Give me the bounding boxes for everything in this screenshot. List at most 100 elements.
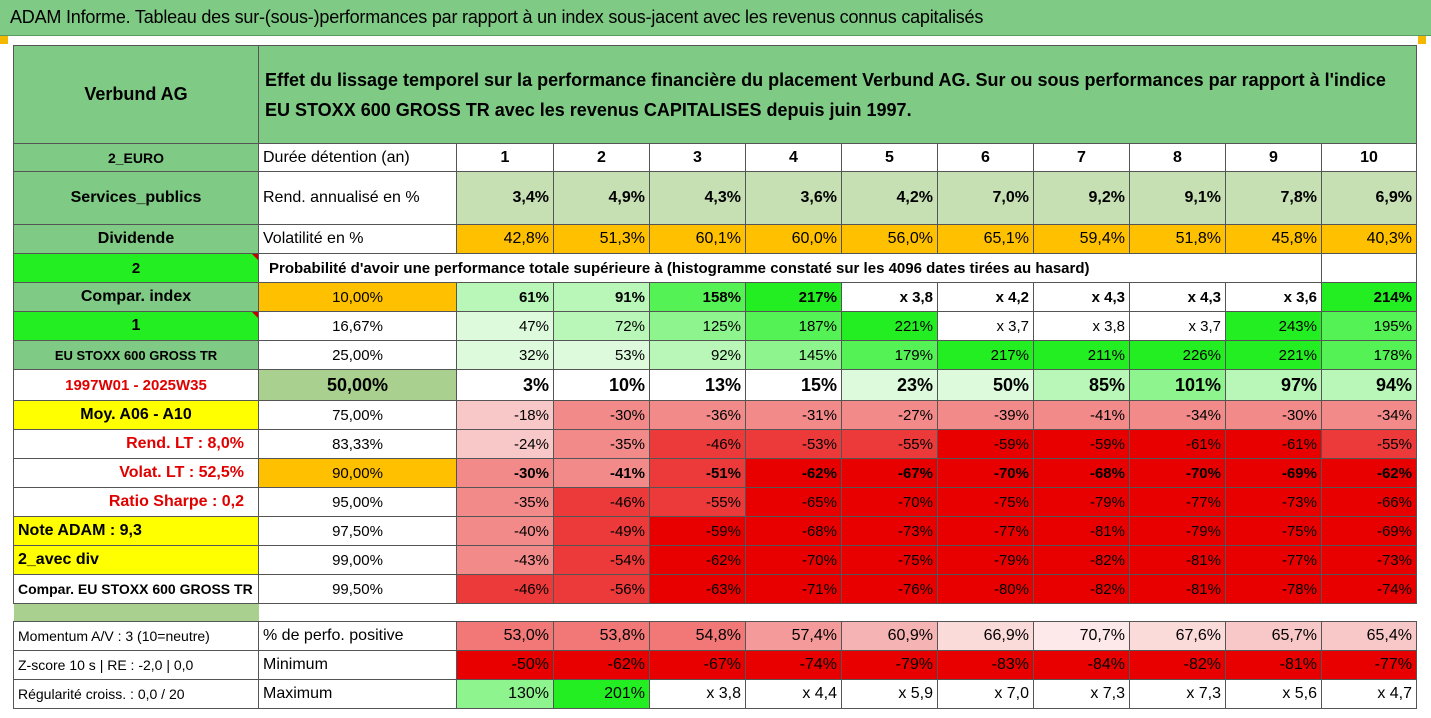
stat-value: 70,7% [1033, 621, 1130, 651]
grid-value: -70% [937, 458, 1034, 488]
volatility-value: 56,0% [841, 224, 938, 254]
grid-value: -69% [1225, 458, 1322, 488]
stat-label: Minimum [258, 650, 457, 680]
row-label: Rend. LT : 8,0% [13, 429, 259, 459]
grid-value: -61% [1225, 429, 1322, 459]
grid-value: -54% [553, 545, 650, 575]
quantile-pct: 99,50% [258, 574, 457, 604]
grid-value: 226% [1129, 340, 1226, 370]
grid-value: -59% [649, 516, 746, 546]
grid-value: -70% [1129, 458, 1226, 488]
stat-row: Momentum A/V : 3 (10=neutre)% de perfo. … [13, 621, 1417, 651]
grid-value: -41% [553, 458, 650, 488]
grid-value: -75% [1225, 516, 1322, 546]
stat-value: -81% [1225, 650, 1322, 680]
stat-value: x 5,9 [841, 679, 938, 709]
volatility-label: Volatilité en % [258, 224, 457, 254]
grid-value: -55% [1321, 429, 1417, 459]
grid-value: -77% [937, 516, 1034, 546]
volatility-value: 60,1% [649, 224, 746, 254]
quantile-pct: 16,67% [258, 311, 457, 341]
grid-value: -77% [1225, 545, 1322, 575]
grid-value: 92% [649, 340, 746, 370]
grid-value: 125% [649, 311, 746, 341]
sector-label: Services_publics [13, 171, 259, 225]
grid-value: 195% [1321, 311, 1417, 341]
grid-value: -30% [456, 458, 554, 488]
distribution-grid: Compar. index 10,00% 61% 91% 158% 217% x 3,8 x … [13, 282, 1417, 622]
grid-value: -35% [553, 429, 650, 459]
quantile-row: Volat. LT : 52,5% 90,00% -30% -41% -51% -62% -… [13, 458, 1417, 488]
grid-value: -73% [841, 516, 938, 546]
stat-value: 67,6% [1129, 621, 1226, 651]
quantile-pct: 10,00% [258, 282, 457, 312]
grid-value: 91% [553, 282, 650, 312]
duration-year-3: 3 [649, 143, 746, 172]
grid-value: 85% [1033, 369, 1130, 401]
quantile-pct: 83,33% [258, 429, 457, 459]
grid-value: -34% [1321, 400, 1417, 430]
grid-value: x 3,6 [1225, 282, 1322, 312]
grid-value: -71% [745, 574, 842, 604]
return-value: 3,6% [745, 171, 842, 225]
quantile-row: 1997W01 - 2025W35 50,00% 3% 10% 13% 15% 23% 50%… [13, 369, 1417, 401]
grid-value: 145% [745, 340, 842, 370]
duration-year-8: 8 [1129, 143, 1226, 172]
quantile-row: Note ADAM : 9,3 97,50% -40% -49% -59% -68% -73… [13, 516, 1417, 546]
currency-label: 2_EURO [13, 143, 259, 172]
grid-value: -27% [841, 400, 938, 430]
volatility-value: 42,8% [456, 224, 554, 254]
grid-value: -30% [553, 400, 650, 430]
stat-value: x 7,3 [1129, 679, 1226, 709]
probability-empty-cell [1321, 253, 1417, 283]
grid-value: 211% [1033, 340, 1130, 370]
statistics-block: Momentum A/V : 3 (10=neutre)% de perfo. … [13, 621, 1417, 709]
grid-value: -74% [1321, 574, 1417, 604]
stat-row: Régularité croiss. : 0,0 / 20 Maximum 130%… [13, 679, 1417, 709]
grid-value: -76% [841, 574, 938, 604]
company-name: Verbund AG [13, 45, 259, 144]
grid-value: -43% [456, 545, 554, 575]
separator-space [259, 604, 1417, 622]
grid-value: 10% [553, 369, 650, 401]
separator-row [13, 603, 1417, 622]
duration-year-4: 4 [745, 143, 842, 172]
corner-marker-right [1418, 36, 1426, 44]
grid-value: -63% [649, 574, 746, 604]
stat-value: -62% [553, 650, 650, 680]
grid-value: -55% [649, 487, 746, 517]
stat-value: x 3,8 [649, 679, 746, 709]
grid-value: -73% [1321, 545, 1417, 575]
quantile-row: Ratio Sharpe : 0,2 95,00% -35% -46% -55% -65%… [13, 487, 1417, 517]
grid-value: -46% [553, 487, 650, 517]
return-value: 3,4% [456, 171, 554, 225]
return-value: 7,8% [1225, 171, 1322, 225]
grid-value: 187% [745, 311, 842, 341]
return-value: 4,3% [649, 171, 746, 225]
grid-value: -49% [553, 516, 650, 546]
grid-value: 97% [1225, 369, 1322, 401]
volatility-value: 51,8% [1129, 224, 1226, 254]
grid-value: 53% [553, 340, 650, 370]
duration-label: Durée détention (an) [258, 143, 457, 172]
quantile-pct: 75,00% [258, 400, 457, 430]
grid-value: -35% [456, 487, 554, 517]
stat-value: 130% [456, 679, 554, 709]
stat-label: % de perfo. positive [258, 621, 457, 651]
grid-value: -46% [649, 429, 746, 459]
header-row: Verbund AG Effet du lissage temporel sur… [13, 45, 1417, 144]
stat-value: x 5,6 [1225, 679, 1322, 709]
quantile-row: EU STOXX 600 GROSS TR 25,00% 32% 53% 92% 145%… [13, 340, 1417, 370]
row-label: 2_avec div [13, 545, 259, 575]
grid-value: -65% [745, 487, 842, 517]
grid-value: -79% [1033, 487, 1130, 517]
grid-value: 50% [937, 369, 1034, 401]
volatility-value: 40,3% [1321, 224, 1417, 254]
stat-value: 53,0% [456, 621, 554, 651]
stat-label: Maximum [258, 679, 457, 709]
stat-value: -67% [649, 650, 746, 680]
quantile-pct: 99,00% [258, 545, 457, 575]
volatility-value: 45,8% [1225, 224, 1322, 254]
grid-value: -82% [1033, 574, 1130, 604]
stat-left-label: Z-score 10 s | RE : -2,0 | 0,0 [13, 650, 259, 680]
